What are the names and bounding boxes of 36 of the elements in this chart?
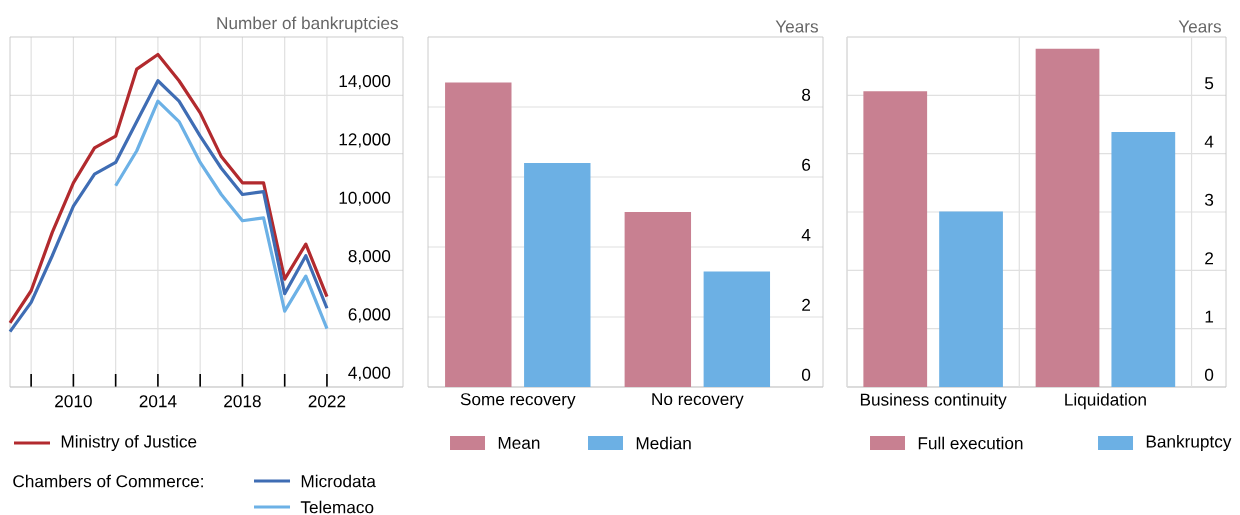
legend-label: Microdata (301, 474, 376, 488)
y-tick-label: 2 (1205, 252, 1214, 265)
legend-label: Bankruptcy (1146, 434, 1232, 452)
y-tick-label: 2 (802, 298, 810, 311)
legend-title: Chambers of Commerce: (13, 474, 203, 488)
y-tick-label: 14,000 (339, 74, 391, 90)
legend-label: Mean (498, 437, 540, 449)
legend-label: Ministry of Justice (61, 434, 197, 452)
y-tick-label: 0 (801, 368, 811, 381)
y-tick-label: 4 (801, 229, 811, 241)
y-axis-title: Years (775, 20, 818, 33)
y-tick-label: 4,000 (348, 366, 391, 381)
y-tick-label: 10,000 (339, 191, 391, 206)
y-tick-label: 1 (1205, 310, 1214, 323)
y-axis-title: Number of bankruptcies (217, 16, 398, 33)
x-tick-label: 2018 (224, 395, 261, 408)
x-tick-label: No recovery (652, 393, 744, 409)
y-tick-label: 3 (1204, 193, 1214, 206)
y-tick-label: 4 (1204, 135, 1214, 148)
legend-label: Full execution (918, 436, 1023, 450)
y-tick-label: 8 (802, 88, 811, 101)
x-tick-label: Business continuity (860, 393, 1007, 410)
x-tick-label: Liquidation (1065, 393, 1146, 410)
y-tick-label: 12,000 (339, 133, 391, 148)
legend-label: Median (636, 436, 691, 450)
y-tick-label: 6,000 (348, 308, 391, 323)
x-tick-label: Some recovery (460, 393, 576, 409)
y-tick-label: 8,000 (348, 249, 391, 265)
x-tick-label: 2022 (308, 395, 346, 408)
y-tick-label: 0 (1204, 368, 1214, 381)
y-tick-label: 6 (802, 158, 811, 171)
y-tick-label: 5 (1205, 77, 1214, 90)
x-tick-label: 2014 (139, 395, 177, 408)
y-axis-title: Years (1178, 20, 1221, 33)
legend-label: Telemaco (300, 500, 374, 514)
x-tick-label: 2010 (55, 395, 92, 408)
